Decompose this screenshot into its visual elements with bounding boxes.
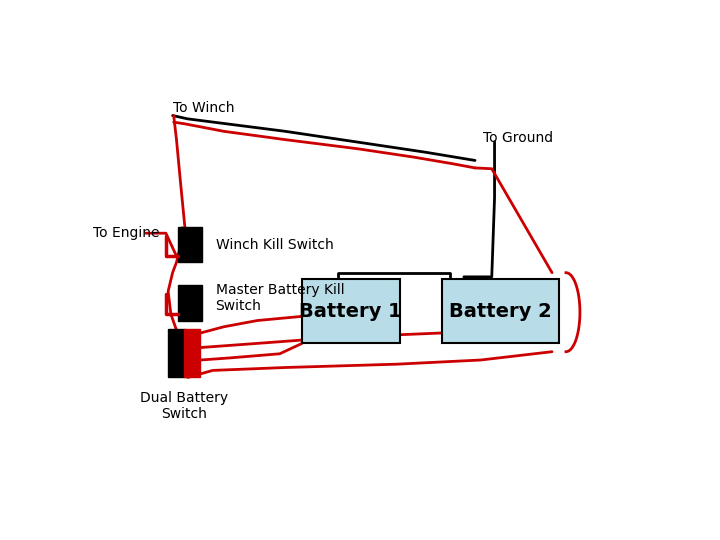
Text: Winch Kill Switch: Winch Kill Switch [215, 238, 333, 252]
Text: Master Battery Kill
Switch: Master Battery Kill Switch [215, 282, 344, 313]
Text: To Engine: To Engine [93, 226, 159, 240]
Text: To Winch: To Winch [173, 102, 234, 116]
Text: Battery 1: Battery 1 [300, 302, 402, 321]
Bar [168, 329, 185, 377]
Bar [184, 329, 200, 377]
Bar [441, 279, 559, 343]
Bar [302, 279, 400, 343]
Text: Dual Battery
Switch: Dual Battery Switch [140, 391, 228, 421]
Bar [178, 285, 202, 321]
Text: To Ground: To Ground [483, 131, 554, 145]
Text: Battery 2: Battery 2 [449, 302, 552, 321]
Bar [178, 227, 202, 262]
